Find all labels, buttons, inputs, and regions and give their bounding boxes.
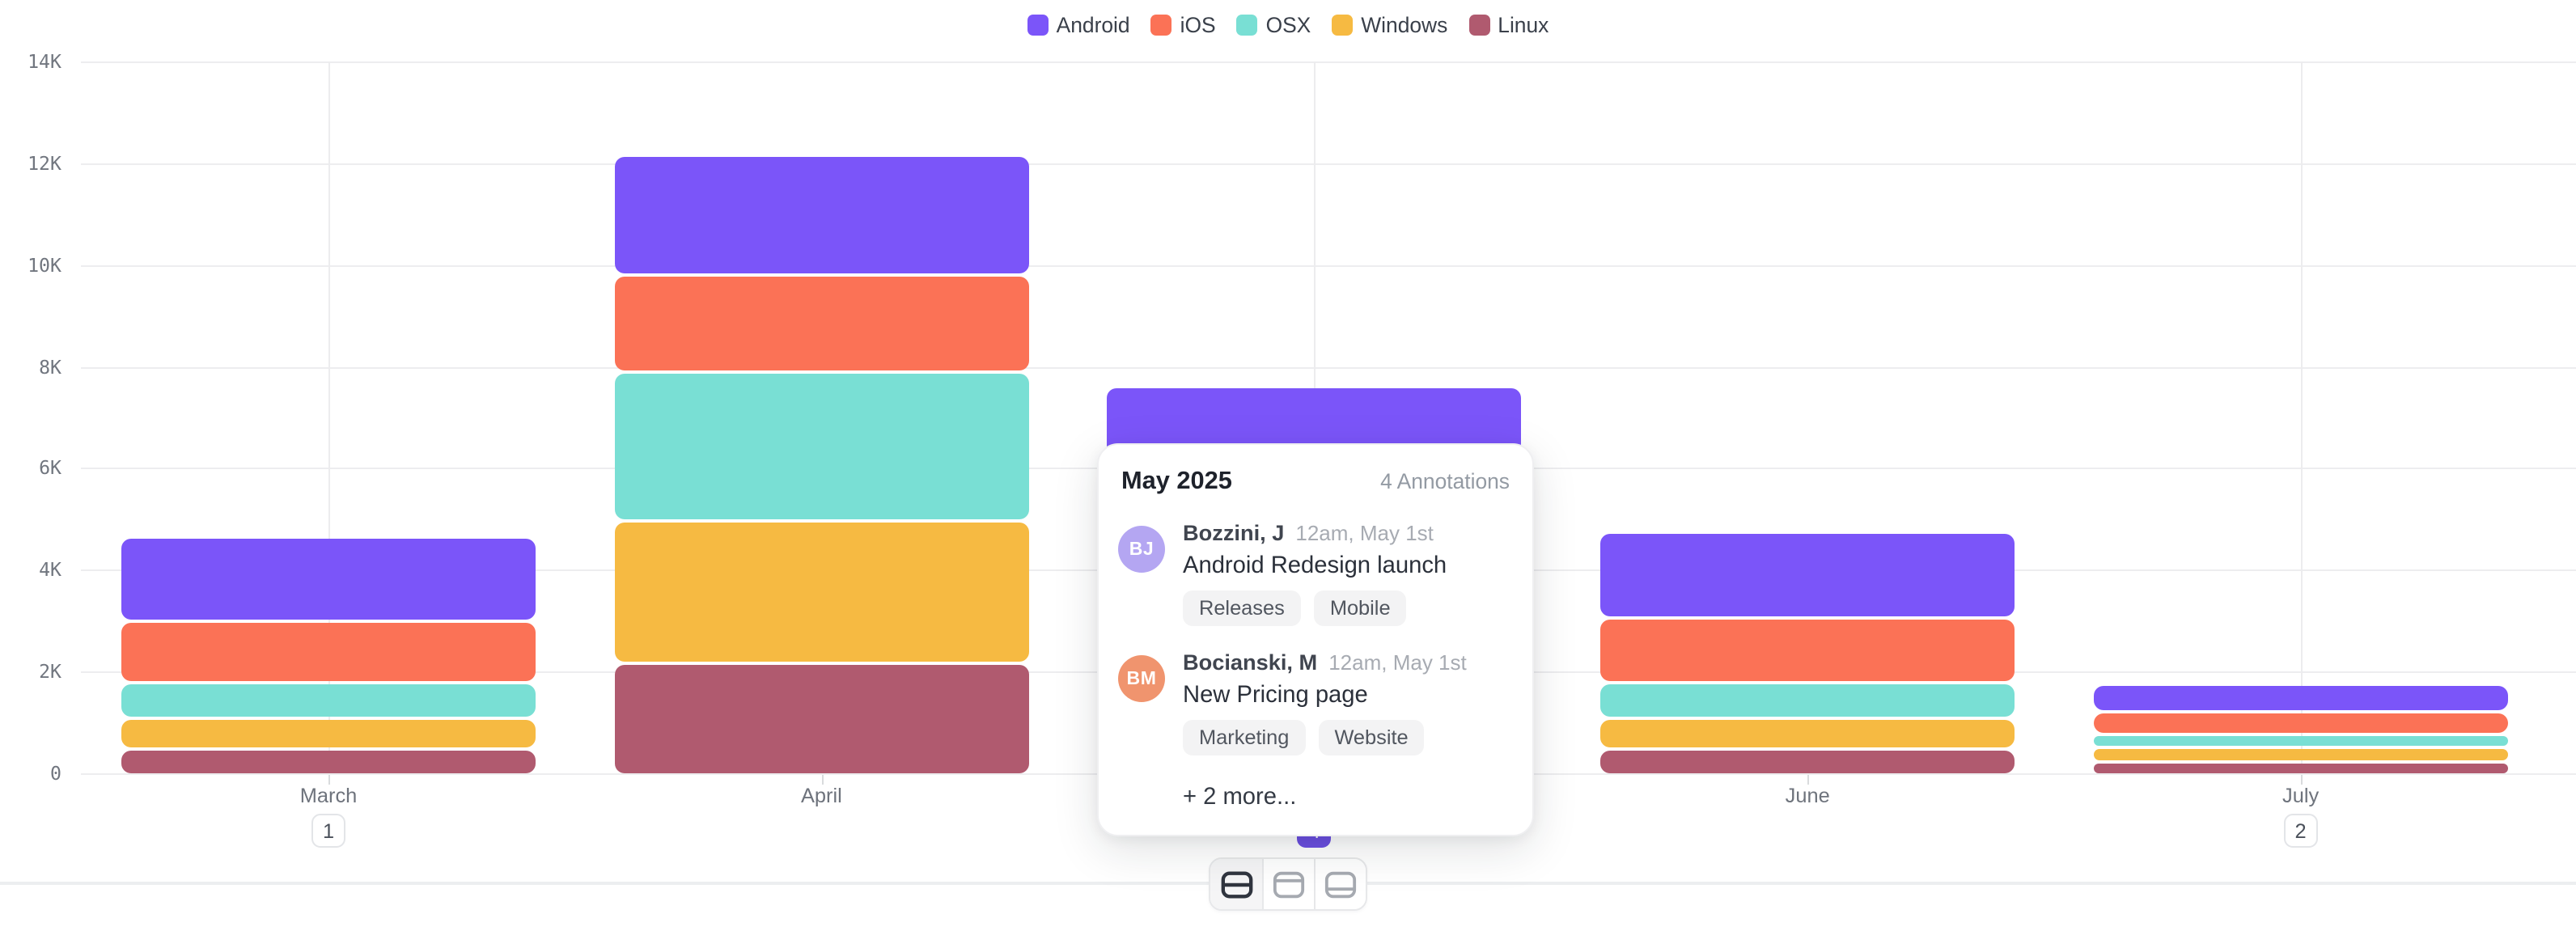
annotation-tags: Releases Mobile — [1183, 590, 1510, 626]
layout-toggle-group — [1209, 857, 1367, 911]
bar-segment-july-windows[interactable] — [2093, 749, 2508, 761]
y-axis-tick-label: 2K — [39, 660, 61, 683]
legend-item-osx[interactable]: OSX — [1236, 13, 1311, 37]
annotation-body: Bozzini, J 12am, May 1st Android Redesign … — [1183, 521, 1510, 626]
bar-segment-march-ios[interactable] — [121, 623, 536, 682]
annotation-marker-line-july — [2300, 61, 2303, 773]
chart-legend: Android iOS OSX Windows Linux — [0, 13, 2576, 37]
x-axis-tick-april — [821, 775, 824, 785]
bar-segment-march-android[interactable] — [121, 538, 536, 620]
annotation-author: Bozzini, J — [1183, 521, 1285, 545]
bar-segment-june-osx[interactable] — [1600, 684, 2015, 717]
annotation-body: Bocianski, M 12am, May 1st New Pricing pag… — [1183, 650, 1510, 755]
bar-segment-april-android[interactable] — [614, 156, 1029, 274]
panel-row-top-icon — [1273, 870, 1305, 898]
popover-annotation-count: 4 Annotations — [1380, 469, 1510, 493]
annotation-timestamp: 12am, May 1st — [1295, 521, 1434, 545]
bar-segment-april-ios[interactable] — [614, 277, 1029, 371]
layout-toggle-panel-split-middle[interactable] — [1210, 859, 1262, 909]
bar-segment-march-linux[interactable] — [121, 750, 536, 773]
popover-title: May 2025 — [1121, 468, 1232, 495]
x-axis-label-april: April — [800, 785, 842, 807]
panel-row-bottom-icon — [1324, 870, 1357, 898]
annotation-text: Android Redesign launch — [1183, 553, 1447, 579]
avatar: BJ — [1118, 526, 1165, 573]
legend-item-label: Linux — [1498, 13, 1549, 37]
y-axis-tick-label: 10K — [28, 253, 61, 277]
legend-item-label: iOS — [1180, 13, 1216, 37]
show-more-annotations-link[interactable]: + 2 more... — [1183, 785, 1297, 810]
legend-item-linux[interactable]: Linux — [1468, 13, 1549, 37]
bar-segment-march-osx[interactable] — [121, 684, 536, 717]
bar-segment-june-windows[interactable] — [1600, 719, 2015, 747]
annotations-popover: May 2025 4 Annotations BJ Bozzini, J 12am,… — [1097, 443, 1534, 836]
legend-swatch-icon — [1236, 15, 1258, 36]
y-axis-tick-label: 8K — [39, 355, 61, 379]
bar-segment-july-osx[interactable] — [2093, 735, 2508, 747]
legend-item-windows[interactable]: Windows — [1332, 13, 1447, 37]
bar-segment-april-osx[interactable] — [614, 374, 1029, 519]
legend-item-android[interactable]: Android — [1027, 13, 1130, 37]
bar-segment-april-linux[interactable] — [614, 665, 1029, 773]
annotation-text: New Pricing page — [1183, 683, 1368, 709]
y-axis-tick-label: 14K — [28, 50, 61, 73]
annotation-timestamp: 12am, May 1st — [1328, 650, 1467, 675]
annotation-meta-row: Bocianski, M 12am, May 1st — [1183, 650, 1510, 675]
x-axis-label-july: July — [2282, 785, 2320, 807]
x-axis-label-june: June — [1785, 785, 1830, 807]
layout-toggle-panel-row-top[interactable] — [1262, 859, 1314, 909]
legend-item-label: Android — [1056, 13, 1130, 37]
legend-item-label: OSX — [1265, 13, 1311, 37]
legend-item-label: Windows — [1361, 13, 1448, 37]
annotation-meta-row: Bozzini, J 12am, May 1st — [1183, 521, 1510, 545]
annotation-item[interactable]: BM Bocianski, M 12am, May 1st New Pricing p… — [1118, 650, 1510, 755]
legend-item-ios[interactable]: iOS — [1150, 13, 1216, 37]
tag-pill-releases: Releases — [1183, 590, 1301, 626]
bar-segment-june-linux[interactable] — [1600, 750, 2015, 773]
x-axis-tick-june — [1807, 775, 1810, 785]
annotation-item[interactable]: BJ Bozzini, J 12am, May 1st Android Redesig… — [1118, 521, 1510, 626]
annotation-count-badge-march[interactable]: 1 — [311, 814, 345, 848]
tag-pill-marketing: Marketing — [1183, 720, 1306, 755]
tag-pill-website: Website — [1318, 720, 1425, 755]
bar-segment-june-android[interactable] — [1600, 533, 2015, 616]
x-axis-label-march: March — [299, 785, 358, 807]
y-axis-tick-label: 6K — [39, 456, 61, 480]
annotation-author: Bocianski, M — [1183, 650, 1318, 675]
bar-segment-april-windows[interactable] — [614, 522, 1029, 662]
y-axis-tick-label: 12K — [28, 151, 61, 175]
y-axis-tick-label: 4K — [39, 558, 61, 582]
bar-segment-march-windows[interactable] — [121, 719, 536, 747]
x-axis-tick-march — [328, 775, 330, 785]
gridline-8K — [81, 366, 2576, 369]
annotation-tags: Marketing Website — [1183, 720, 1510, 755]
legend-swatch-icon — [1027, 15, 1049, 36]
layout-toggle-panel-row-bottom[interactable] — [1314, 859, 1366, 909]
y-axis-tick-label: 0 — [50, 762, 61, 785]
legend-swatch-icon — [1332, 15, 1354, 36]
bar-segment-july-linux[interactable] — [2093, 764, 2508, 773]
legend-swatch-icon — [1468, 15, 1490, 36]
annotation-marker-line-march — [328, 61, 330, 773]
panel-split-middle-icon — [1220, 870, 1252, 898]
gridline-10K — [81, 265, 2576, 267]
legend-swatch-icon — [1150, 15, 1172, 36]
x-axis-tick-july — [2300, 775, 2303, 785]
annotation-count-badge-july[interactable]: 2 — [2283, 814, 2318, 848]
gridline-12K — [81, 163, 2576, 165]
bar-segment-july-ios[interactable] — [2093, 713, 2508, 733]
tag-pill-mobile: Mobile — [1313, 590, 1407, 626]
bar-segment-july-android[interactable] — [2093, 686, 2508, 710]
avatar: BM — [1118, 655, 1165, 702]
gridline-14K — [81, 61, 2576, 63]
annotation-list: BJ Bozzini, J 12am, May 1st Android Redesig… — [1118, 521, 1510, 755]
popover-header: May 2025 4 Annotations — [1121, 468, 1510, 497]
bar-segment-june-ios[interactable] — [1600, 619, 2015, 682]
